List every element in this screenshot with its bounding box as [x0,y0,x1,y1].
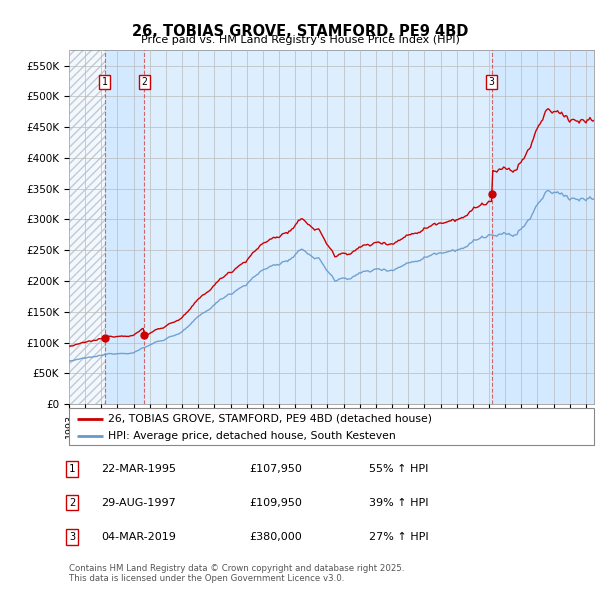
Text: 26, TOBIAS GROVE, STAMFORD, PE9 4BD: 26, TOBIAS GROVE, STAMFORD, PE9 4BD [132,24,468,38]
Text: 27% ↑ HPI: 27% ↑ HPI [369,532,428,542]
Text: 1: 1 [102,77,108,87]
Text: 39% ↑ HPI: 39% ↑ HPI [369,498,428,507]
Text: 04-MAR-2019: 04-MAR-2019 [101,532,176,542]
Text: £380,000: £380,000 [249,532,302,542]
Text: 55% ↑ HPI: 55% ↑ HPI [369,464,428,474]
Text: 29-AUG-1997: 29-AUG-1997 [101,498,176,507]
Text: Price paid vs. HM Land Registry's House Price Index (HPI): Price paid vs. HM Land Registry's House … [140,35,460,45]
Bar [105,50,144,404]
Text: £109,950: £109,950 [249,498,302,507]
Bar [492,50,594,404]
Text: 2: 2 [142,77,147,87]
Text: 22-MAR-1995: 22-MAR-1995 [101,464,176,474]
Bar [69,50,105,404]
FancyBboxPatch shape [69,408,594,445]
Bar [69,50,105,404]
Text: 3: 3 [489,77,494,87]
Text: 3: 3 [69,532,75,542]
Text: Contains HM Land Registry data © Crown copyright and database right 2025.
This d: Contains HM Land Registry data © Crown c… [69,563,404,583]
Text: 1: 1 [69,464,75,474]
Text: HPI: Average price, detached house, South Kesteven: HPI: Average price, detached house, Sout… [109,431,396,441]
Text: £107,950: £107,950 [249,464,302,474]
Text: 2: 2 [69,498,75,507]
Text: 26, TOBIAS GROVE, STAMFORD, PE9 4BD (detached house): 26, TOBIAS GROVE, STAMFORD, PE9 4BD (det… [109,414,433,424]
